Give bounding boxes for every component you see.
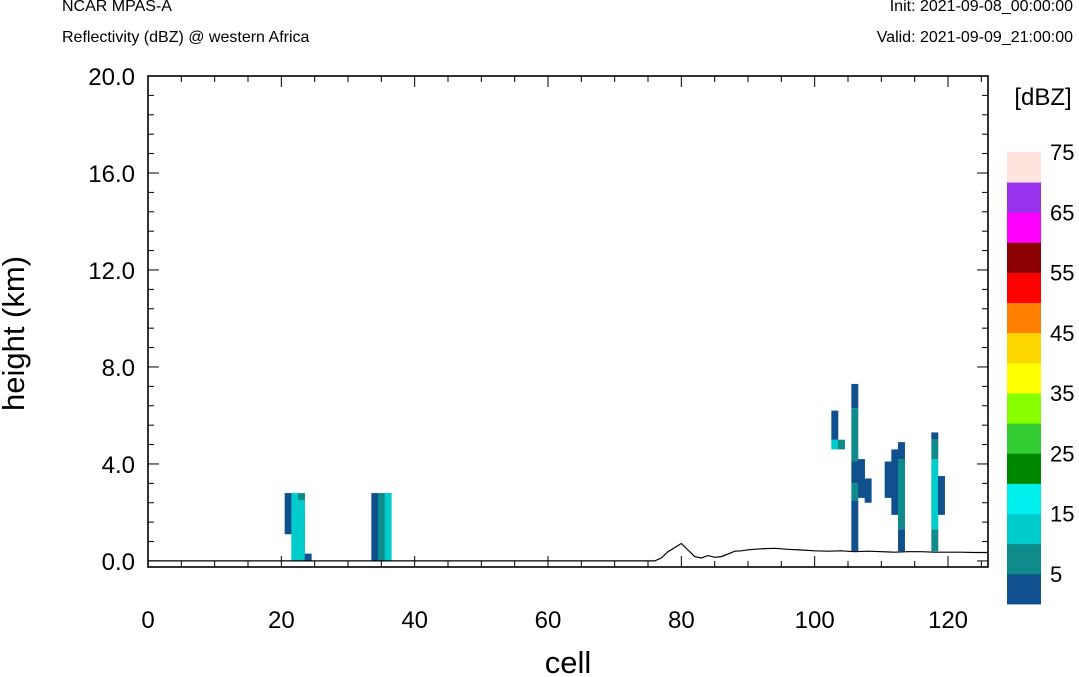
y-tick-label: 16.0 (88, 161, 135, 188)
reflectivity-cell (884, 461, 892, 498)
y-tick-label: 8.0 (102, 355, 135, 382)
colorbar-tick-label: 5 (1050, 562, 1062, 587)
colorbar-bin (1007, 393, 1041, 424)
reflectivity-cell (831, 410, 839, 440)
colorbar-tick-label: 15 (1050, 502, 1074, 527)
colorbar: 5 15 25 35 45 55 65 75 (1007, 140, 1074, 605)
colorbar-bin (1007, 182, 1041, 213)
colorbar-tick-label: 25 (1050, 441, 1074, 466)
reflectivity-cell (931, 439, 939, 460)
reflectivity-cell (291, 493, 299, 561)
x-axis: 0 20 40 60 80 100 120 (141, 76, 982, 634)
colorbar-bin (1007, 513, 1041, 545)
init-time: Init: 2021-09-08_00:00:00 (889, 0, 1073, 15)
colorbar-bin (1007, 242, 1041, 273)
colorbar-bin (1007, 332, 1041, 364)
colorbar-bin (1007, 302, 1041, 334)
reflectivity-cell (931, 529, 939, 552)
x-tick-label: 80 (668, 607, 695, 634)
y-tick-label: 12.0 (88, 258, 135, 285)
y-axis: 0.0 4.0 8.0 12.0 16.0 20.0 (88, 64, 988, 576)
reflectivity-cells (284, 383, 945, 561)
reflectivity-cell (851, 408, 859, 462)
colorbar-bin (1007, 152, 1041, 183)
reflectivity-cell (931, 432, 939, 440)
y-axis-label: height (km) (0, 256, 31, 411)
reflectivity-cell (864, 478, 872, 503)
reflectivity-cell (851, 483, 859, 501)
reflectivity-cell (378, 493, 385, 561)
colorbar-bin (1007, 573, 1041, 605)
reflectivity-cell (298, 493, 305, 501)
reflectivity-cell (371, 493, 379, 561)
colorbar-tick-label: 75 (1050, 140, 1074, 165)
reflectivity-cell (851, 383, 859, 409)
reflectivity-cell (891, 449, 899, 515)
colorbar-bin (1007, 423, 1041, 454)
model-title: NCAR MPAS-A (62, 0, 172, 15)
x-tick-label: 20 (268, 607, 295, 634)
reflectivity-cell (898, 442, 905, 460)
terrain-line (148, 542, 988, 562)
reflectivity-cell (931, 459, 939, 530)
reflectivity-cell (898, 459, 905, 530)
colorbar-tick-label: 45 (1050, 321, 1074, 346)
x-tick-label: 40 (401, 607, 428, 634)
reflectivity-cell (831, 439, 839, 450)
reflectivity-cell (298, 500, 305, 561)
reflectivity-cell (304, 553, 312, 561)
y-tick-label: 20.0 (88, 64, 135, 91)
colorbar-title: [dBZ] (1014, 84, 1071, 111)
x-tick-label: 0 (141, 607, 154, 634)
reflectivity-cell (858, 459, 865, 498)
colorbar-tick-label: 65 (1050, 200, 1074, 225)
x-axis-label: cell (545, 645, 592, 677)
reflectivity-cell (851, 461, 859, 484)
colorbar-bin (1007, 212, 1041, 243)
colorbar-bin (1007, 272, 1041, 304)
valid-time: Valid: 2021-09-09_21:00:00 (876, 29, 1073, 46)
colorbar-bin (1007, 362, 1041, 394)
terrain-layer (148, 542, 988, 562)
field-title: Reflectivity (dBZ) @ western Africa (62, 29, 310, 46)
x-tick-label: 60 (535, 607, 562, 634)
y-tick-label: 0.0 (102, 549, 135, 576)
colorbar-bin (1007, 483, 1041, 514)
reflectivity-cell (851, 500, 859, 552)
colorbar-tick-label: 55 (1050, 261, 1074, 286)
x-tick-label: 120 (928, 607, 968, 634)
reflectivity-cell (898, 529, 905, 552)
reflectivity-cell (384, 493, 392, 561)
x-tick-label: 100 (795, 607, 835, 634)
plot-frame (147, 75, 989, 568)
y-tick-label: 4.0 (102, 452, 135, 479)
reflectivity-cell (284, 493, 292, 535)
colorbar-tick-label: 35 (1050, 381, 1074, 406)
colorbar-bin (1007, 543, 1041, 575)
colorbar-bin (1007, 453, 1041, 484)
reflectivity-cell (938, 476, 945, 515)
reflectivity-cell (838, 439, 845, 450)
